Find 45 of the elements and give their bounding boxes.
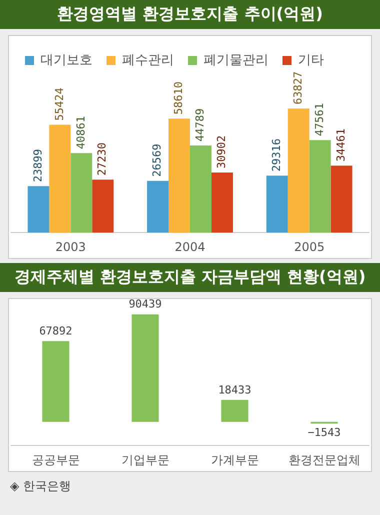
x-tick-label: 환경전문업체 — [288, 452, 360, 467]
bar — [221, 400, 248, 422]
data-label: 67892 — [39, 324, 72, 338]
data-label: 44789 — [194, 108, 207, 142]
chart-title: 경제주체별 환경보호지출 자금부담액 현황(억원) — [0, 263, 380, 292]
bar — [42, 341, 70, 422]
data-label: 90439 — [128, 298, 162, 311]
bar — [49, 124, 71, 233]
x-tick-label: 공공부문 — [32, 452, 80, 467]
data-label: 34461 — [334, 128, 348, 162]
bar — [92, 180, 114, 233]
data-label: 40861 — [74, 116, 88, 150]
text: ◈ 한국은행 — [10, 478, 72, 495]
bar — [168, 118, 190, 233]
bar — [190, 145, 212, 233]
legend-label: 대기보호 — [40, 52, 92, 68]
data-label: 58610 — [172, 81, 186, 115]
x-tick-label: 2005 — [294, 240, 325, 254]
bar — [266, 176, 288, 233]
bar — [28, 186, 50, 233]
bar — [330, 166, 352, 233]
data-label: 26569 — [150, 144, 164, 177]
bar — [70, 153, 92, 233]
data-label: 47561 — [312, 102, 326, 136]
data-label: 30902 — [215, 135, 228, 168]
data-label: 55424 — [52, 87, 66, 121]
bar — [288, 108, 310, 233]
bar — [147, 180, 169, 233]
chart-title: 환경영역별 환경보호지출 추이(억원) — [0, 0, 380, 29]
data-label: 18433 — [218, 383, 252, 396]
data-label: 29316 — [270, 138, 283, 172]
data-label: 63827 — [291, 71, 304, 104]
x-tick-label: 기업부문 — [121, 452, 170, 467]
data-label: 23899 — [31, 148, 44, 182]
x-tick-label: 2003 — [55, 240, 86, 254]
x-tick-label: 2004 — [174, 240, 206, 254]
bar — [211, 172, 233, 233]
data-label: 27230 — [96, 142, 109, 176]
x-tick-label: 가계부문 — [210, 452, 259, 467]
bar — [309, 140, 331, 233]
legend-label: 폐기물관리 — [204, 52, 268, 68]
bar — [132, 314, 159, 422]
legend-label: 기타 — [298, 52, 324, 68]
legend-label: 폐수관리 — [122, 52, 174, 68]
data-label: −1543 — [308, 426, 341, 440]
